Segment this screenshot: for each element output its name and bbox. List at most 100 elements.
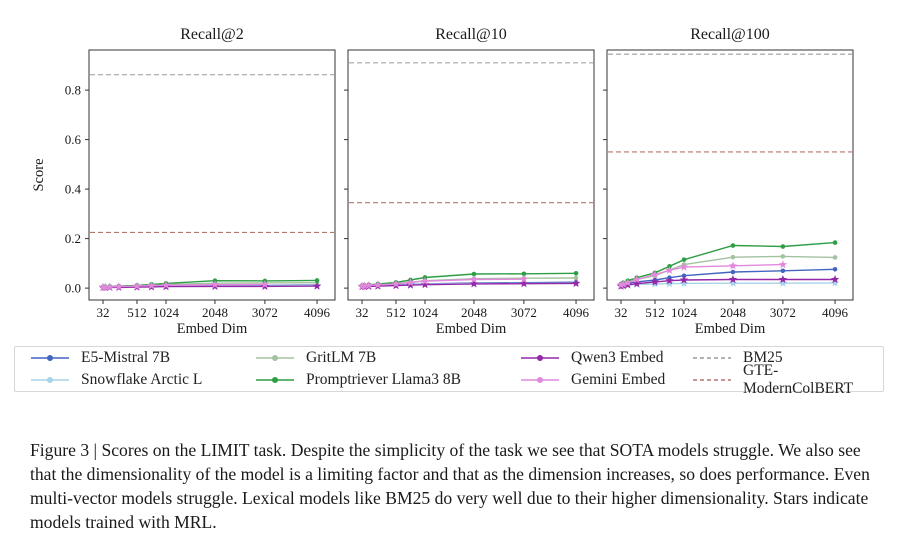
y-tick-label: 0.6 [65, 132, 82, 147]
star-marker [210, 280, 220, 289]
legend-swatch-icon [521, 377, 559, 383]
legend-label: GritLM 7B [306, 349, 377, 366]
x-tick-label: 2048 [202, 305, 228, 320]
x-tick-label: 1024 [412, 305, 439, 320]
legend-swatch-icon [693, 357, 731, 359]
star-marker [728, 275, 738, 284]
dot-marker [471, 271, 477, 277]
dot-marker [681, 257, 687, 262]
legend-label: GTE-ModernColBERT [743, 362, 854, 397]
star-marker [420, 280, 430, 289]
star-marker [360, 281, 369, 290]
star-marker [679, 275, 689, 284]
x-tick-label: 4096 [822, 305, 849, 320]
star-marker [260, 280, 270, 288]
star-marker [105, 282, 114, 291]
dot-marker [730, 269, 736, 275]
legend-swatch-icon [31, 355, 69, 361]
star-marker [778, 278, 788, 287]
x-tick-label: 512 [645, 305, 665, 320]
y-tick-label: 0.8 [65, 83, 81, 98]
dot-marker [780, 268, 786, 274]
legend-item-qwen3-embed: Qwen3 Embed [519, 347, 691, 369]
legend-label: Snowflake Arctic L [81, 371, 203, 388]
star-marker [420, 276, 430, 285]
dot-marker [521, 271, 527, 277]
star-marker [616, 280, 626, 289]
star-marker [571, 279, 581, 287]
star-marker [391, 279, 401, 288]
star-marker [469, 275, 479, 284]
x-axis-label: Embed Dim [177, 321, 248, 337]
legend-swatch-icon [256, 377, 294, 383]
x-tick-label: 3072 [770, 305, 796, 320]
y-tick-label: 0.4 [65, 182, 82, 197]
star-marker [830, 278, 840, 287]
legend-item-gte-moderncolbert: GTE-ModernColBERT [691, 362, 883, 397]
legend-label: E5-Mistral 7B [81, 349, 171, 366]
x-tick-label: 3072 [252, 305, 278, 320]
y-axis-label: Score [31, 158, 47, 191]
star-marker [406, 280, 415, 289]
x-axis-label: Embed Dim [436, 321, 507, 337]
star-marker [632, 279, 642, 288]
star-marker [679, 262, 689, 271]
dot-marker [730, 254, 736, 260]
star-marker [364, 281, 373, 289]
plot-frame [88, 49, 336, 301]
recall-charts-svg: Recall@2 0.0 0.2 0.4 0.6 0.8 Score 32 512 1024 204… [31, 26, 854, 337]
dot-marker [780, 244, 786, 249]
star-marker [830, 275, 840, 284]
legend-item-gritlm-7b: GritLM 7B [254, 347, 519, 369]
subplot-recall-10: Recall@10 32 512 1024 2048 3072 4096 Embed Dim [344, 26, 595, 337]
star-marker [778, 275, 788, 284]
star-marker [519, 274, 529, 283]
plot-frame [606, 49, 854, 301]
dot-marker [314, 278, 320, 283]
legend-item-gemini-embed: Gemini Embed [519, 369, 691, 391]
star-marker [650, 270, 660, 279]
star-marker [373, 280, 383, 289]
star-marker [101, 282, 110, 291]
star-marker [650, 277, 660, 286]
dot-marker [573, 275, 579, 281]
x-tick-label: 512 [386, 305, 406, 320]
star-marker [728, 261, 738, 270]
star-marker [519, 279, 529, 288]
series-line-promptriever-llama3-8b [620, 241, 836, 285]
star-marker [406, 278, 415, 286]
legend-item-e5-mistral-7b: E5-Mistral 7B [29, 347, 254, 369]
legend-label: BM25 [743, 349, 783, 366]
dot-marker [832, 267, 838, 272]
x-tick-label: 32 [615, 305, 628, 320]
subplot-recall-2: Recall@2 0.0 0.2 0.4 0.6 0.8 Score 32 512 1024 204… [31, 26, 336, 337]
legend-swatch-icon [31, 377, 69, 383]
x-tick-label: 2048 [461, 305, 487, 320]
star-marker [728, 278, 738, 287]
x-tick-label: 32 [97, 305, 110, 320]
dot-marker [832, 255, 838, 260]
x-tick-label: 1024 [671, 305, 698, 320]
figure-caption: Figure 3 | Scores on the LIMIT task. Des… [30, 439, 870, 532]
y-tick-label: 0.0 [65, 281, 81, 296]
star-marker [619, 279, 628, 288]
legend-swatch-icon [256, 355, 294, 361]
x-axis-label: Embed Dim [695, 321, 766, 337]
subplot-recall-100: Recall@100 32 512 1024 2048 3072 4096 Embed Dim [603, 26, 854, 337]
star-marker [665, 279, 674, 288]
x-tick-label: 512 [127, 305, 147, 320]
x-tick-label: 2048 [720, 305, 746, 320]
x-tick-label: 32 [356, 305, 369, 320]
star-marker [778, 260, 788, 269]
recall-charts: Recall@2 0.0 0.2 0.4 0.6 0.8 Score 32 512 1024 204… [31, 26, 854, 337]
star-marker [679, 279, 689, 287]
legend-swatch-icon [693, 379, 731, 381]
dot-marker [832, 240, 838, 245]
subplot-title: Recall@2 [180, 26, 244, 43]
star-marker [147, 281, 156, 290]
star-marker [665, 265, 674, 274]
x-tick-label: 1024 [153, 305, 180, 320]
star-marker [114, 282, 124, 291]
dot-marker [780, 254, 786, 259]
star-marker [623, 278, 632, 287]
